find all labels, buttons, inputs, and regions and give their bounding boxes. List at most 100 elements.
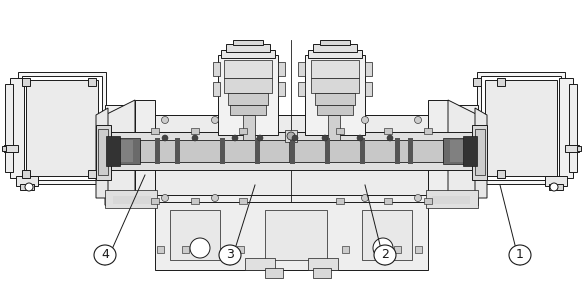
Bar <box>384 128 392 134</box>
Ellipse shape <box>94 245 116 265</box>
Bar <box>155 202 428 270</box>
Bar <box>106 132 477 170</box>
Circle shape <box>192 135 198 141</box>
Bar <box>481 76 561 180</box>
Bar <box>328 115 340 140</box>
Bar <box>224 60 272 78</box>
Bar <box>10 78 24 178</box>
Polygon shape <box>105 100 135 205</box>
Bar <box>408 138 413 164</box>
Circle shape <box>25 183 33 191</box>
Circle shape <box>292 135 298 141</box>
Bar <box>155 115 428 195</box>
Ellipse shape <box>219 245 241 265</box>
Bar <box>365 62 372 76</box>
Bar <box>308 258 338 270</box>
Bar <box>245 258 275 270</box>
Ellipse shape <box>374 245 396 265</box>
Bar <box>565 145 579 152</box>
Bar <box>151 128 159 134</box>
Circle shape <box>161 194 168 202</box>
Bar <box>317 105 353 115</box>
Bar <box>224 78 272 93</box>
Circle shape <box>232 135 238 141</box>
Bar <box>221 50 275 58</box>
Circle shape <box>287 132 295 140</box>
Bar <box>320 40 350 45</box>
Bar <box>432 196 470 204</box>
Bar <box>415 246 422 253</box>
Bar <box>384 198 392 204</box>
Circle shape <box>212 116 219 124</box>
Bar <box>191 128 199 134</box>
Bar <box>365 82 372 96</box>
Bar <box>315 93 355 105</box>
Bar <box>313 268 331 278</box>
Bar <box>239 198 247 204</box>
Bar <box>213 62 220 76</box>
Bar <box>18 72 106 184</box>
Bar <box>105 105 135 205</box>
Bar <box>360 138 365 164</box>
Bar <box>577 146 581 151</box>
Bar <box>545 176 567 186</box>
Bar <box>98 129 108 175</box>
Bar <box>289 142 293 162</box>
Bar <box>233 40 263 45</box>
Bar <box>278 82 285 96</box>
Bar <box>22 76 102 180</box>
Bar <box>22 78 30 86</box>
Circle shape <box>373 238 393 258</box>
Bar <box>157 246 164 253</box>
Bar <box>22 170 30 178</box>
Text: 4: 4 <box>101 248 109 262</box>
Bar <box>105 190 157 208</box>
Bar <box>228 93 268 105</box>
Circle shape <box>357 135 363 141</box>
Bar <box>140 140 443 162</box>
Ellipse shape <box>509 245 531 265</box>
Bar <box>336 198 344 204</box>
Bar <box>88 170 96 178</box>
Bar <box>342 246 349 253</box>
Bar <box>96 125 111 180</box>
Bar <box>362 210 412 260</box>
Bar <box>191 198 199 204</box>
Circle shape <box>387 135 393 141</box>
Circle shape <box>415 116 422 124</box>
Bar <box>20 184 34 190</box>
Bar <box>218 55 278 135</box>
Circle shape <box>361 116 368 124</box>
Circle shape <box>162 135 168 141</box>
Bar <box>5 84 13 172</box>
Bar <box>108 140 475 162</box>
Bar <box>477 72 565 184</box>
Circle shape <box>190 238 210 258</box>
Bar <box>135 100 155 205</box>
Bar <box>113 196 151 204</box>
Bar <box>230 105 266 115</box>
Circle shape <box>212 194 219 202</box>
Bar <box>213 82 220 96</box>
Bar <box>424 128 432 134</box>
Bar <box>450 140 468 162</box>
Text: 2: 2 <box>381 248 389 262</box>
Bar <box>115 140 133 162</box>
Bar <box>298 82 305 96</box>
Polygon shape <box>448 100 478 205</box>
Bar <box>448 105 478 205</box>
Bar <box>463 136 477 166</box>
Bar <box>325 138 330 164</box>
Bar <box>2 146 6 151</box>
Bar <box>226 44 270 52</box>
Circle shape <box>361 194 368 202</box>
Bar <box>485 80 557 176</box>
Bar <box>497 170 505 178</box>
Bar <box>549 184 563 190</box>
Bar <box>239 128 247 134</box>
Bar <box>88 78 96 86</box>
Circle shape <box>161 116 168 124</box>
Circle shape <box>257 135 263 141</box>
Bar <box>243 115 255 140</box>
Bar <box>394 246 401 253</box>
